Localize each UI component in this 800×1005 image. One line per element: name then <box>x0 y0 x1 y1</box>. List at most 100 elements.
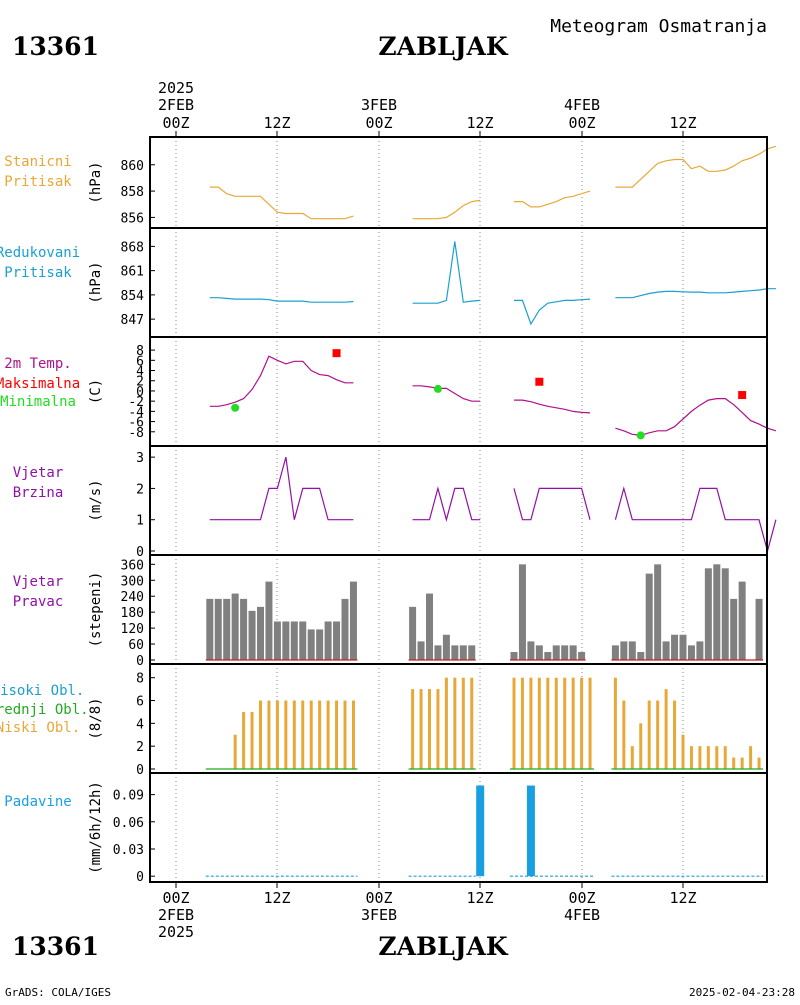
bar-wind-direction-25 <box>468 645 476 660</box>
panel-label-wind-speed-0: Vjetar <box>13 465 64 481</box>
bar-wind-direction-4 <box>240 598 248 660</box>
time-tick-top-5: 00Z <box>568 114 595 132</box>
bar-cloud-cover-25 <box>470 677 474 769</box>
bar-cloud-cover-7 <box>267 700 271 769</box>
bar-wind-direction-2 <box>223 598 231 660</box>
panel-precipitation: Padavine (mm/6h/12h) 0 0.03 0.06 0.09 <box>4 773 764 885</box>
bar-cloud-cover-37 <box>622 700 626 769</box>
panel-label-precipitation-0: Padavine <box>4 794 71 810</box>
panel-label-temperature-0: 2m Temp. <box>4 356 71 372</box>
bar-wind-direction-40 <box>654 564 662 660</box>
bar-cloud-cover-35 <box>588 677 592 769</box>
panel-label-station-pressure-0: Stanicni <box>4 154 71 170</box>
y-tick-label-precipitation-1: 0.03 <box>113 843 144 858</box>
bar-wind-direction-46 <box>704 568 712 660</box>
panel-label-reduced-pressure-0: Redukovani <box>0 245 80 261</box>
chart-title: Meteogram Osmatranja <box>550 16 767 37</box>
bar-wind-direction-48 <box>721 568 729 660</box>
y-tick-label-wind-direction-3: 180 <box>121 606 144 621</box>
bar-wind-direction-9 <box>282 621 290 660</box>
panel-label-wind-direction-1: Pravac <box>13 594 64 610</box>
bar-wind-direction-24 <box>459 645 467 660</box>
y-tick-label-temperature-6: 4 <box>136 365 144 380</box>
y-tick-label-wind-direction-4: 240 <box>121 590 144 605</box>
y-tick-label-cloud-cover-4: 8 <box>136 672 144 687</box>
bar-cloud-cover-9 <box>284 700 288 769</box>
y-tick-label-station-pressure-1: 858 <box>121 185 144 200</box>
y-tick-label-station-pressure-2: 860 <box>121 159 144 174</box>
bar-cloud-cover-49 <box>723 746 727 769</box>
panel-label-station-pressure-1: Pritisak <box>4 174 72 190</box>
y-tick-label-wind-speed-1: 1 <box>136 514 144 529</box>
station-name-top: ZABLJAK <box>378 32 509 61</box>
date-label-bottom-2: 3FEB <box>361 906 397 924</box>
bar-wind-direction-29 <box>535 645 543 660</box>
unit-label-precipitation: (mm/6h/12h) <box>88 781 104 874</box>
series-line-station-pressure-2 <box>514 190 591 208</box>
tmax-marker-1 <box>535 377 544 386</box>
date-label-top-3: 4FEB <box>564 96 600 114</box>
bar-wind-direction-15 <box>333 621 341 660</box>
date-label-bottom-1: 2FEB <box>158 906 194 924</box>
bar-wind-direction-37 <box>628 641 636 660</box>
y-tick-label-temperature-2: -4 <box>128 405 144 420</box>
bar-precipitation-1 <box>526 785 535 877</box>
timestamp-text: 2025-02-04-23:28 <box>689 986 795 999</box>
y-tick-label-cloud-cover-0: 0 <box>136 763 144 778</box>
tmin-marker-1 <box>433 384 442 393</box>
series-line-reduced-pressure-2 <box>514 298 591 326</box>
bar-wind-direction-8 <box>273 621 281 660</box>
y-tick-label-wind-speed-3: 3 <box>136 451 144 466</box>
bar-cloud-cover-36 <box>613 677 617 769</box>
series-line-temperature-3 <box>615 398 777 437</box>
y-tick-label-temperature-3: -2 <box>128 395 144 410</box>
y-tick-label-cloud-cover-1: 2 <box>136 740 144 755</box>
y-tick-label-wind-direction-0: 0 <box>136 654 144 669</box>
bar-wind-direction-1 <box>214 598 222 660</box>
bar-cloud-cover-51 <box>740 757 744 769</box>
bar-wind-direction-28 <box>527 641 535 660</box>
tmax-marker-0 <box>332 349 341 358</box>
series-line-temperature-1 <box>412 385 481 402</box>
bar-cloud-cover-27 <box>520 677 524 769</box>
series-line-wind-speed-1 <box>412 486 481 523</box>
panel-label-cloud-cover-2: Niski Obl. <box>0 720 80 736</box>
y-tick-label-cloud-cover-2: 4 <box>136 717 144 732</box>
bar-cloud-cover-4 <box>242 711 246 769</box>
bar-cloud-cover-15 <box>335 700 339 769</box>
bar-wind-direction-20 <box>426 593 433 660</box>
bar-wind-direction-34 <box>578 652 586 660</box>
bar-wind-direction-16 <box>341 598 349 660</box>
panel-label-cloud-cover-0: Visoki Obl. <box>0 683 84 699</box>
bar-cloud-cover-19 <box>419 689 423 769</box>
bar-wind-direction-23 <box>451 645 459 660</box>
tmax-marker-2 <box>738 391 747 400</box>
bar-wind-direction-5 <box>248 610 256 660</box>
bar-cloud-cover-20 <box>428 689 431 769</box>
y-tick-label-cloud-cover-3: 6 <box>136 695 144 710</box>
series-line-temperature-2 <box>514 399 591 414</box>
y-tick-label-temperature-7: 6 <box>136 354 144 369</box>
bar-cloud-cover-21 <box>436 689 440 769</box>
bar-wind-direction-33 <box>569 645 577 660</box>
bar-cloud-cover-38 <box>630 746 634 769</box>
bar-wind-direction-35 <box>611 645 619 660</box>
bar-wind-direction-30 <box>544 652 552 660</box>
bar-wind-direction-38 <box>637 652 645 660</box>
time-tick-bottom-1: 00Z <box>162 889 189 907</box>
panel-label-wind-direction-0: Vjetar <box>13 574 64 590</box>
panel-reduced-pressure: Redukovani Pritisak (hPa) 847 854 861 868 <box>0 228 776 337</box>
bar-cloud-cover-41 <box>656 700 660 769</box>
year-label-bottom: 2025 <box>158 923 194 941</box>
series-line-station-pressure-1 <box>412 199 481 220</box>
bar-cloud-cover-6 <box>259 700 262 769</box>
time-tick-top-2: 12Z <box>263 114 290 132</box>
bar-cloud-cover-40 <box>647 700 651 769</box>
bar-wind-direction-0 <box>206 598 214 660</box>
bar-cloud-cover-34 <box>580 677 584 769</box>
tmin-marker-2 <box>636 431 645 440</box>
panel-frame-1 <box>149 227 768 338</box>
y-tick-label-precipitation-2: 0.06 <box>113 816 144 831</box>
series-line-temperature-0 <box>209 355 354 407</box>
